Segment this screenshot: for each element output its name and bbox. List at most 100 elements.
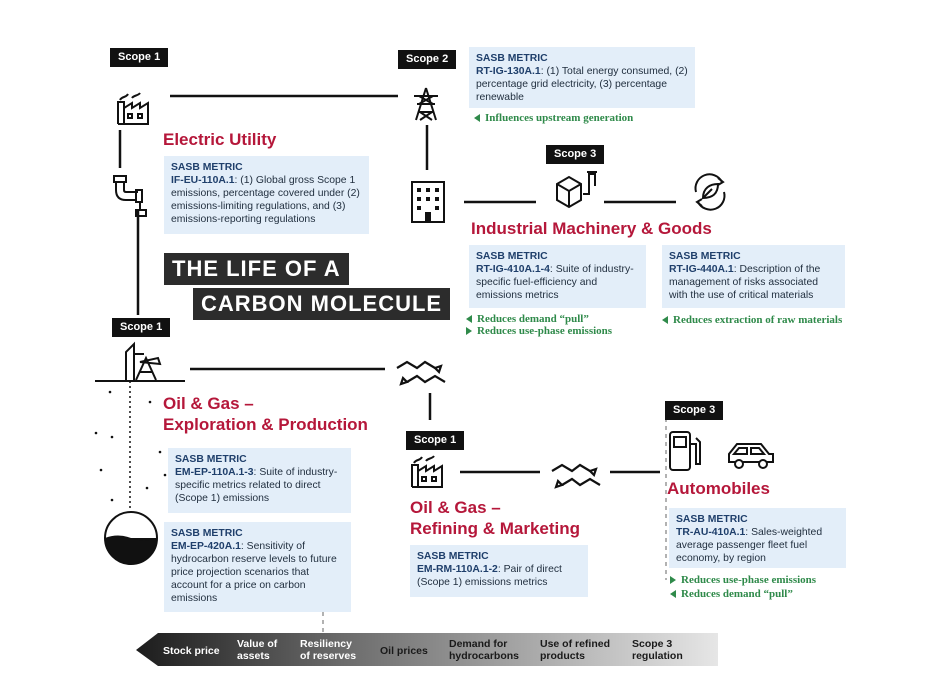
fuel-pump-icon [669,431,701,471]
note-text: Reduces use-phase emissions [477,325,613,337]
metric-text: : Sensitivity of hydrocarbon reserve lev… [171,541,337,604]
metric-heading: SASB METRIC [476,251,548,262]
scope-tag-automobiles: Scope 3 [665,401,724,420]
metric-box-em-ep-110a1-3: SASB METRIC EM-EP-110A.1-3: Suite of ind… [168,448,351,513]
metric-code: IF-EU-110A.1 [171,175,235,186]
note-text: Reduces extraction of raw materials [673,314,843,326]
metric-box-if-eu-110a1: SASB METRIC IF-EU-110A.1: (1) Global gro… [164,156,369,234]
metric-heading: SASB METRIC [171,528,243,539]
note-reduces-use-phase-industrial: Reduces use-phase emissions [466,325,612,338]
metric-code: RT-IG-440A.1 [669,264,734,275]
scope-tag-oil-gas-ep: Scope 1 [112,318,171,337]
band-label: Demand for hydrocarbons [449,638,519,662]
band-label: Oil prices [380,645,428,657]
metric-heading: SASB METRIC [175,454,247,465]
left-arrow-icon [466,315,472,324]
right-arrow-icon [670,576,676,585]
band-label-line: Stock price [163,645,220,657]
sector-oil-gas-rm: Oil & Gas – Refining & Marketing [410,497,580,539]
note-influences-upstream: Influences upstream generation [474,112,633,125]
metric-code: RT-IG-410A.1-4 [476,264,550,275]
metric-text: : (1) Global gross Scope 1 emissions, pe… [171,175,360,225]
metric-box-rt-ig-410a1-4: SASB METRIC RT-IG-410A.1-4: Suite of ind… [469,245,646,308]
metric-code: RT-IG-130A.1 [476,66,541,77]
metric-code: EM-EP-110A.1-3 [175,467,254,478]
metric-heading: SASB METRIC [476,53,548,64]
metric-heading: SASB METRIC [669,251,741,262]
metric-code: EM-EP-420A.1 [171,541,241,552]
car-icon [728,443,774,469]
band-label-line: Value of [237,638,278,650]
left-arrow-icon [474,114,480,123]
office-building-icon [411,181,445,223]
band-label: Resiliency of reserves [300,638,356,662]
scope-tag-industrial: Scope 3 [546,145,605,164]
note-text: Influences upstream generation [485,112,634,124]
sector-automobiles: Automobiles [667,479,770,498]
sector-industrial-machinery: Industrial Machinery & Goods [471,219,712,238]
factory-icon [117,92,149,125]
sector-oil-gas-rm-line2: Refining & Marketing [410,519,581,538]
metric-heading: SASB METRIC [417,551,489,562]
metric-code: TR-AU-410A.1 [676,527,746,538]
recycle-leaf-icon [694,173,726,211]
band-label: Scope 3 regulation [632,638,683,662]
note-reduces-demand-pull-industrial: Reduces demand “pull” [466,313,589,326]
factory-icon [411,455,443,488]
metric-box-tr-au-410a1: SASB METRIC TR-AU-410A.1: Sales-weighted… [669,508,846,568]
band-label-line: hydrocarbons [449,650,520,662]
sector-oil-gas-rm-line1: Oil & Gas – [410,498,501,517]
band-label: Use of refined products [540,638,610,662]
band-label-line: products [540,650,585,662]
sector-oil-gas-ep: Oil & Gas – Exploration & Production [163,393,368,435]
note-reduces-raw-materials: Reduces extraction of raw materials [662,314,842,327]
left-arrow-icon [670,590,676,599]
metric-box-rt-ig-130a1: SASB METRIC RT-IG-130A.1: (1) Total ener… [469,47,695,108]
note-text: Reduces demand “pull” [477,313,589,325]
note-reduces-use-phase-automobiles: Reduces use-phase emissions [670,574,816,587]
metric-heading: SASB METRIC [171,162,243,173]
scope-tag-transmission: Scope 2 [398,50,457,69]
metric-box-rt-ig-440a1: SASB METRIC RT-IG-440A.1: Description of… [662,245,845,308]
metric-heading: SASB METRIC [676,514,748,525]
oil-pump-icon [125,341,162,381]
metric-box-em-ep-420a1: SASB METRIC EM-EP-420A.1: Sensitivity of… [164,522,351,612]
title-line-2: CARBON MOLECULE [193,288,451,320]
handshake-arrows-icon [551,463,601,489]
left-arrow-icon [662,316,668,325]
metric-code: EM-RM-110A.1-2 [417,564,498,575]
metric-text: : Description of the management of risks… [669,264,821,301]
pipe-icon [113,175,147,217]
band-label-line: Use of refined [540,638,611,650]
note-text: Reduces use-phase emissions [681,574,817,586]
sector-oil-gas-ep-line2: Exploration & Production [163,415,368,434]
band-arrow-shape [136,633,718,666]
sector-oil-gas-ep-line1: Oil & Gas – [163,394,254,413]
metric-text: : (1) Total energy consumed, (2) percent… [476,66,688,103]
band-label-line: regulation [632,650,683,662]
metric-text: : Pair of direct (Scope 1) emissions met… [417,564,562,588]
scope-tag-electric-utility: Scope 1 [110,48,169,67]
metric-text: : Sales-weighted average passenger fleet… [676,527,823,564]
scope-tag-oil-gas-rm: Scope 1 [406,431,465,450]
band-label-line: Demand for [449,638,508,650]
note-reduces-demand-pull-automobiles: Reduces demand “pull” [670,588,793,601]
band-label-line: Scope 3 [632,638,673,650]
reservoir-icon [104,511,158,565]
band-label: Value of assets [237,638,277,662]
title-line-1: THE LIFE OF A [164,253,349,285]
band-label-line: of reserves [300,650,357,662]
band-label-line: Resiliency [300,638,352,650]
metric-text: : Suite of industry-specific fuel-effici… [476,264,634,301]
right-arrow-icon [466,327,472,336]
band-label-line: Oil prices [380,645,428,657]
handshake-arrows-icon [396,360,446,386]
band-label-line: assets [237,650,270,662]
metric-box-em-rm-110a1-2: SASB METRIC EM-RM-110A.1-2: Pair of dire… [410,545,588,597]
metric-text: : Suite of industry-specific metrics rel… [175,467,338,504]
machinery-icon [556,171,597,209]
sector-electric-utility: Electric Utility [163,130,277,149]
band-label: Stock price [163,645,220,657]
